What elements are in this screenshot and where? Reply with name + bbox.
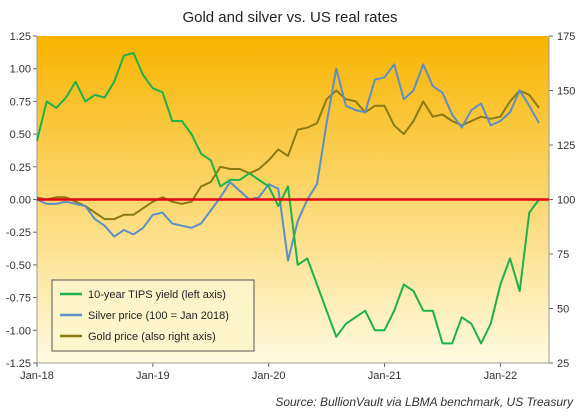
right-tick-label: 175 [557, 31, 575, 43]
series-lines [36, 52, 540, 345]
left-tick-label: -1.00 [6, 325, 31, 337]
right-tick-label: 75 [557, 249, 569, 261]
legend-box [51, 279, 255, 352]
left-axis: 1.25 1.00 0.75 0.50 0.25 0.00 -0.25 -0.50 -0.75 -… [6, 31, 38, 370]
x-tick-label: Jan-19 [136, 370, 170, 382]
legend-label: 10-year TIPS yield (left axis) [88, 289, 226, 301]
right-tick-label: 50 [557, 304, 569, 316]
series-line-2 [36, 89, 540, 221]
x-tick-label: Jan-22 [484, 370, 518, 382]
right-tick-label: 25 [557, 358, 569, 370]
left-tick-label: 1.25 [10, 31, 31, 43]
legend-label: Silver price (100 = Jan 2018) [88, 310, 229, 322]
right-tick-label: 150 [557, 86, 575, 98]
left-tick-label: 0.00 [10, 195, 31, 207]
x-tick-label: Jan-18 [20, 370, 54, 382]
left-tick-label: -0.50 [6, 260, 31, 272]
right-tick-label: 100 [557, 195, 575, 207]
x-tick-label: Jan-21 [368, 370, 402, 382]
left-tick-label: 0.25 [10, 162, 31, 174]
legend: 10-year TIPS yield (left axis) Silver pri… [51, 279, 255, 352]
series-line-1 [36, 63, 540, 262]
left-tick-label: 0.75 [10, 96, 31, 108]
x-tick-label: Jan-20 [252, 370, 286, 382]
left-tick-label: -0.25 [6, 227, 31, 239]
source-note: Source: BullionVault via LBMA benchmark,… [275, 395, 574, 409]
left-tick-label: 1.00 [10, 64, 31, 76]
series-line-0 [36, 52, 540, 345]
left-tick-label: -0.75 [6, 293, 31, 305]
left-tick-label: -1.25 [6, 358, 31, 370]
chart-title: Gold and silver vs. US real rates [182, 9, 397, 26]
right-tick-label: 125 [557, 140, 575, 152]
legend-label: Gold price (also right axis) [88, 331, 216, 343]
x-axis: Jan-18 Jan-19 Jan-20 Jan-21 Jan-22 [20, 362, 549, 382]
left-tick-label: 0.50 [10, 129, 31, 141]
